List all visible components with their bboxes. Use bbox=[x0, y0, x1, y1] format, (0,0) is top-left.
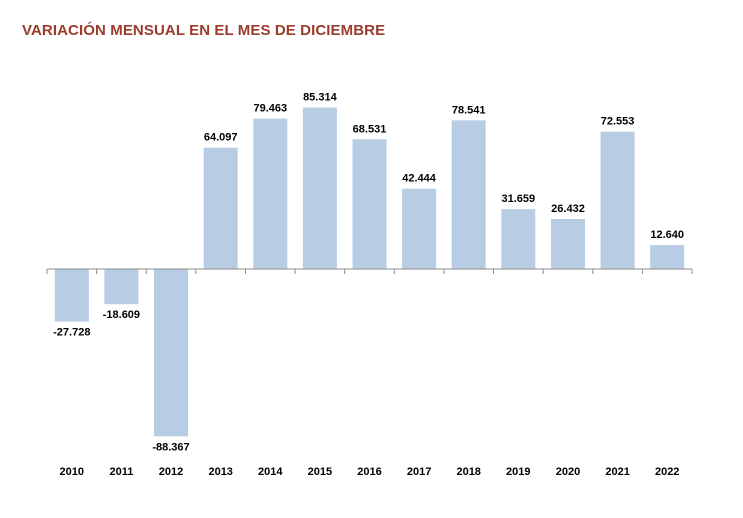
data-label-2010: -27.728 bbox=[53, 327, 90, 339]
bar-2013 bbox=[203, 147, 238, 269]
x-tick-label-2010: 2010 bbox=[60, 466, 84, 478]
bar-2019 bbox=[501, 209, 536, 269]
bar-2022 bbox=[650, 245, 685, 269]
bar-2020 bbox=[551, 219, 585, 269]
data-label-2014: 79.463 bbox=[253, 103, 287, 115]
data-label-2019: 31.659 bbox=[501, 193, 535, 205]
data-label-2015: 85.314 bbox=[303, 92, 338, 104]
data-label-2018: 78.541 bbox=[452, 104, 486, 116]
data-label-2011: -18.609 bbox=[103, 309, 140, 321]
bar-2010 bbox=[54, 269, 89, 322]
x-tick-label-2013: 2013 bbox=[208, 466, 232, 478]
bar-2011 bbox=[104, 269, 139, 305]
x-tick-label-2017: 2017 bbox=[407, 466, 431, 478]
data-label-2021: 72.553 bbox=[601, 116, 635, 128]
chart-title: VARIACIÓN MENSUAL EN EL MES DE DICIEMBRE bbox=[22, 22, 386, 39]
data-label-2012: -88.367 bbox=[152, 441, 189, 453]
x-tick-label-2018: 2018 bbox=[456, 466, 480, 478]
bar-2015 bbox=[302, 107, 337, 269]
bar-2016 bbox=[352, 139, 387, 269]
x-tick-label-2016: 2016 bbox=[357, 466, 381, 478]
data-label-2017: 42.444 bbox=[402, 173, 437, 185]
x-tick-label-2015: 2015 bbox=[308, 466, 332, 478]
x-tick-label-2012: 2012 bbox=[159, 466, 183, 478]
x-tick-label-2021: 2021 bbox=[605, 466, 629, 478]
x-tick-label-2011: 2011 bbox=[109, 466, 133, 478]
x-tick-label-2022: 2022 bbox=[655, 466, 679, 478]
bar-2014 bbox=[253, 118, 288, 269]
x-tick-label-2014: 2014 bbox=[258, 466, 283, 478]
data-label-2022: 12.640 bbox=[650, 229, 684, 241]
data-label-2020: 26.432 bbox=[551, 203, 585, 215]
x-tick-label-2019: 2019 bbox=[506, 466, 530, 478]
bar-2017 bbox=[402, 188, 437, 269]
bar-2021 bbox=[600, 131, 635, 269]
bar-2012 bbox=[154, 269, 188, 437]
data-label-2016: 68.531 bbox=[353, 123, 387, 135]
x-tick-label-2020: 2020 bbox=[556, 466, 580, 478]
bar-2018 bbox=[451, 120, 486, 269]
data-label-2013: 64.097 bbox=[204, 132, 238, 144]
